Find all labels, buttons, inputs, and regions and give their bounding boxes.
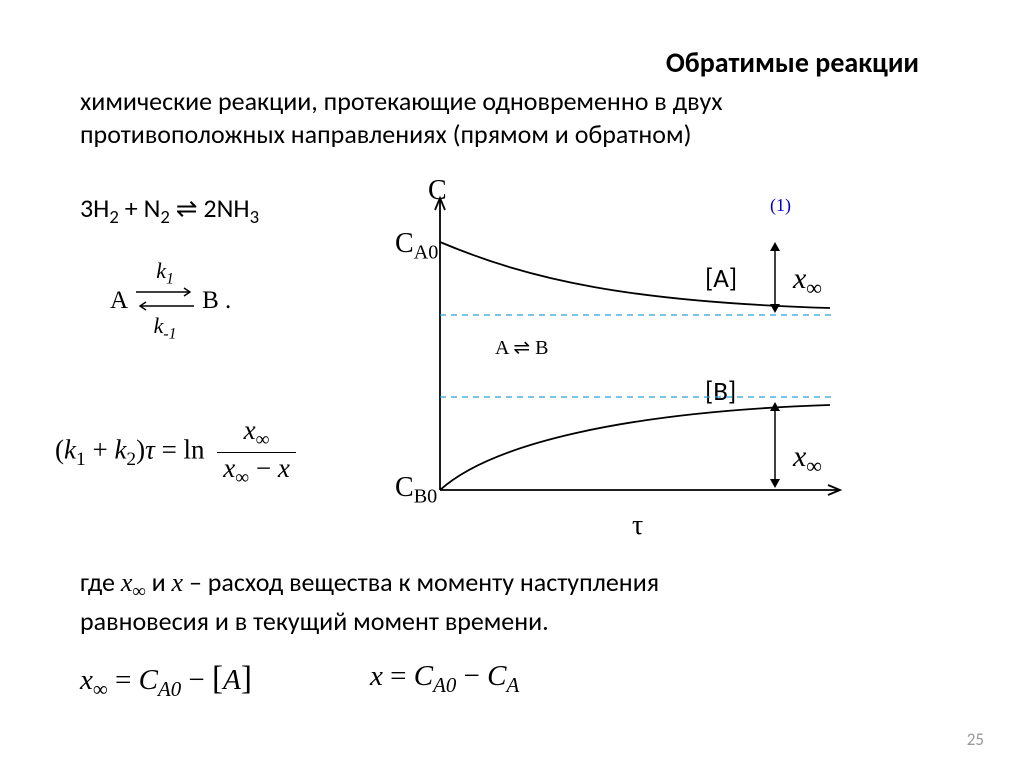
eq-lhs1: 3H [80,192,109,224]
eq-lhs1-sub: 2 [109,206,118,229]
chemistry-equation: 3H2 + N2 ⇌ 2NH3 [80,192,259,229]
eq-plus: + N [119,192,161,224]
reverse-arrow-icon [136,301,194,315]
forward-arrow-icon [136,287,194,301]
scheme-B: B . [202,287,231,315]
kinetic-equation: (k1 + k2)τ = ln x∞ x∞ − x [55,415,296,489]
page-number: 25 [967,729,984,750]
bottom-equation-2: x = CA0 − CA [370,660,519,698]
eq-rhs-sub: 3 [250,206,259,229]
definition-text: химические реакции, протекающие одноврем… [80,85,880,150]
chart-svg [370,180,890,540]
explanation-text: где x∞ и x – расход вещества к моменту н… [80,565,880,640]
bottom-equation-1: x∞ = CA0 − [A] [80,660,252,702]
concentration-chart: C CA0 CB0 τ (1) A ⇌ B [A] [B] x∞ x∞ [370,180,930,540]
fraction: x∞ x∞ − x [217,415,296,489]
reaction-scheme: A k1 k-1 B . [110,260,231,342]
eq-lhs2-sub: 2 [160,206,169,229]
scheme-A: A [110,287,128,315]
k1-label: k1 [156,260,174,287]
page-title: Обратимые реакции [666,45,919,80]
k-1-label: k-1 [154,315,177,342]
eq-arrow: ⇌ 2NH [170,192,250,224]
